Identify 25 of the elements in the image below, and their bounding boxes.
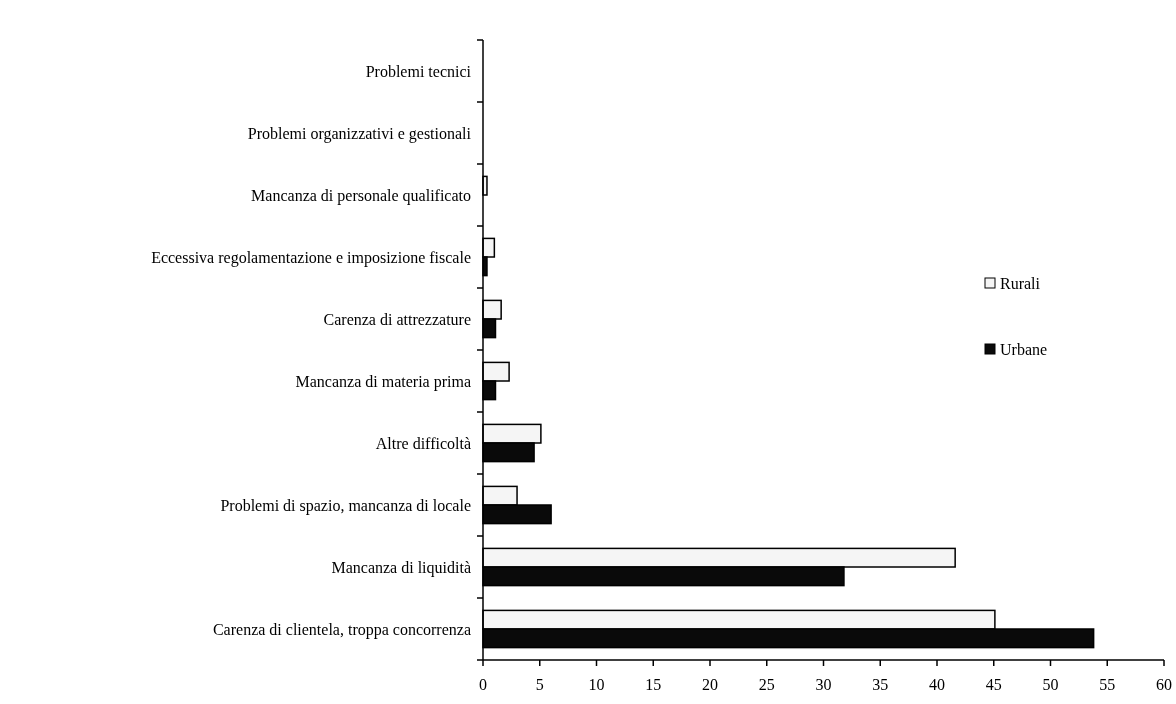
legend-label: Rurali (1000, 274, 1041, 292)
legend-label: Urbane (1000, 340, 1048, 358)
y-tick-label: Problemi di spazio, mancanza di locale (220, 496, 471, 515)
y-tick-label: Carenza di clientela, troppa concorrenza (212, 620, 471, 639)
x-tick-label: 60 (1156, 676, 1172, 693)
y-tick-label: Eccessiva regolamentazione e imposizione fiscale (151, 248, 471, 267)
x-tick-label: 45 (985, 676, 1002, 693)
x-tick-label: 30 (815, 676, 832, 693)
y-tick-label: Altre difficoltà (375, 434, 471, 452)
y-tick-label: Mancanza di liquidità (331, 558, 471, 577)
x-tick-label: 55 (1099, 676, 1116, 693)
x-tick-label: 15 (645, 676, 662, 693)
x-tick-label: 10 (588, 676, 605, 693)
x-tick-label: 25 (758, 676, 775, 693)
x-tick-label: 50 (1042, 676, 1059, 693)
x-tick-label: 0 (479, 676, 487, 693)
y-tick-label: Carenza di attrezzature (323, 310, 471, 328)
y-tick-label: Mancanza di materia prima (295, 372, 471, 391)
y-tick-label: Problemi tecnici (365, 62, 472, 80)
x-tick-label: 5 (535, 676, 544, 693)
x-tick-label: 20 (702, 676, 718, 693)
x-tick-label: 40 (929, 676, 945, 693)
y-tick-label: Problemi organizzativi e gestionali (247, 124, 472, 143)
x-tick-label: 35 (872, 676, 889, 693)
y-tick-label: Mancanza di personale qualificato (251, 186, 471, 205)
